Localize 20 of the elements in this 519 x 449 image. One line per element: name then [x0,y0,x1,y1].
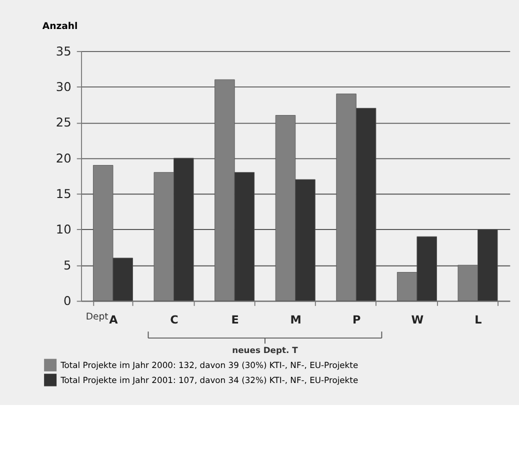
y-tick-label: 15 [56,186,72,201]
y-tick-label: 25 [56,116,72,130]
x-tick-label: L [474,314,482,327]
x-tick-label: M [290,314,302,327]
y-tick-label: 0 [64,294,72,308]
x-tick-label: C [170,314,178,327]
y-tick-label: 20 [56,151,72,166]
y-tick-label: 35 [56,44,72,58]
x-tick-label: W [411,314,424,327]
x-tick-label: E [231,314,239,327]
y-tick-label: 10 [56,222,72,237]
legend-label: Total Projekte im Jahr 2000: 132, davon 39 (30%) KTI-, NF-, EU-Projekte [60,360,358,370]
y-tick-label: 30 [56,80,72,94]
x-tick-label: A [109,314,118,327]
text: Dept [86,311,109,322]
x-tick-label: P [352,314,361,327]
legend-label: Total Projekte im Jahr 2001: 107, davon 34 (32%) KTI-, NF-, EU-Projekte [60,374,358,385]
y-tick-label: 5 [64,258,72,272]
y-axis-title: Anzahl [42,21,78,32]
text: neues Dept. T [232,344,298,355]
